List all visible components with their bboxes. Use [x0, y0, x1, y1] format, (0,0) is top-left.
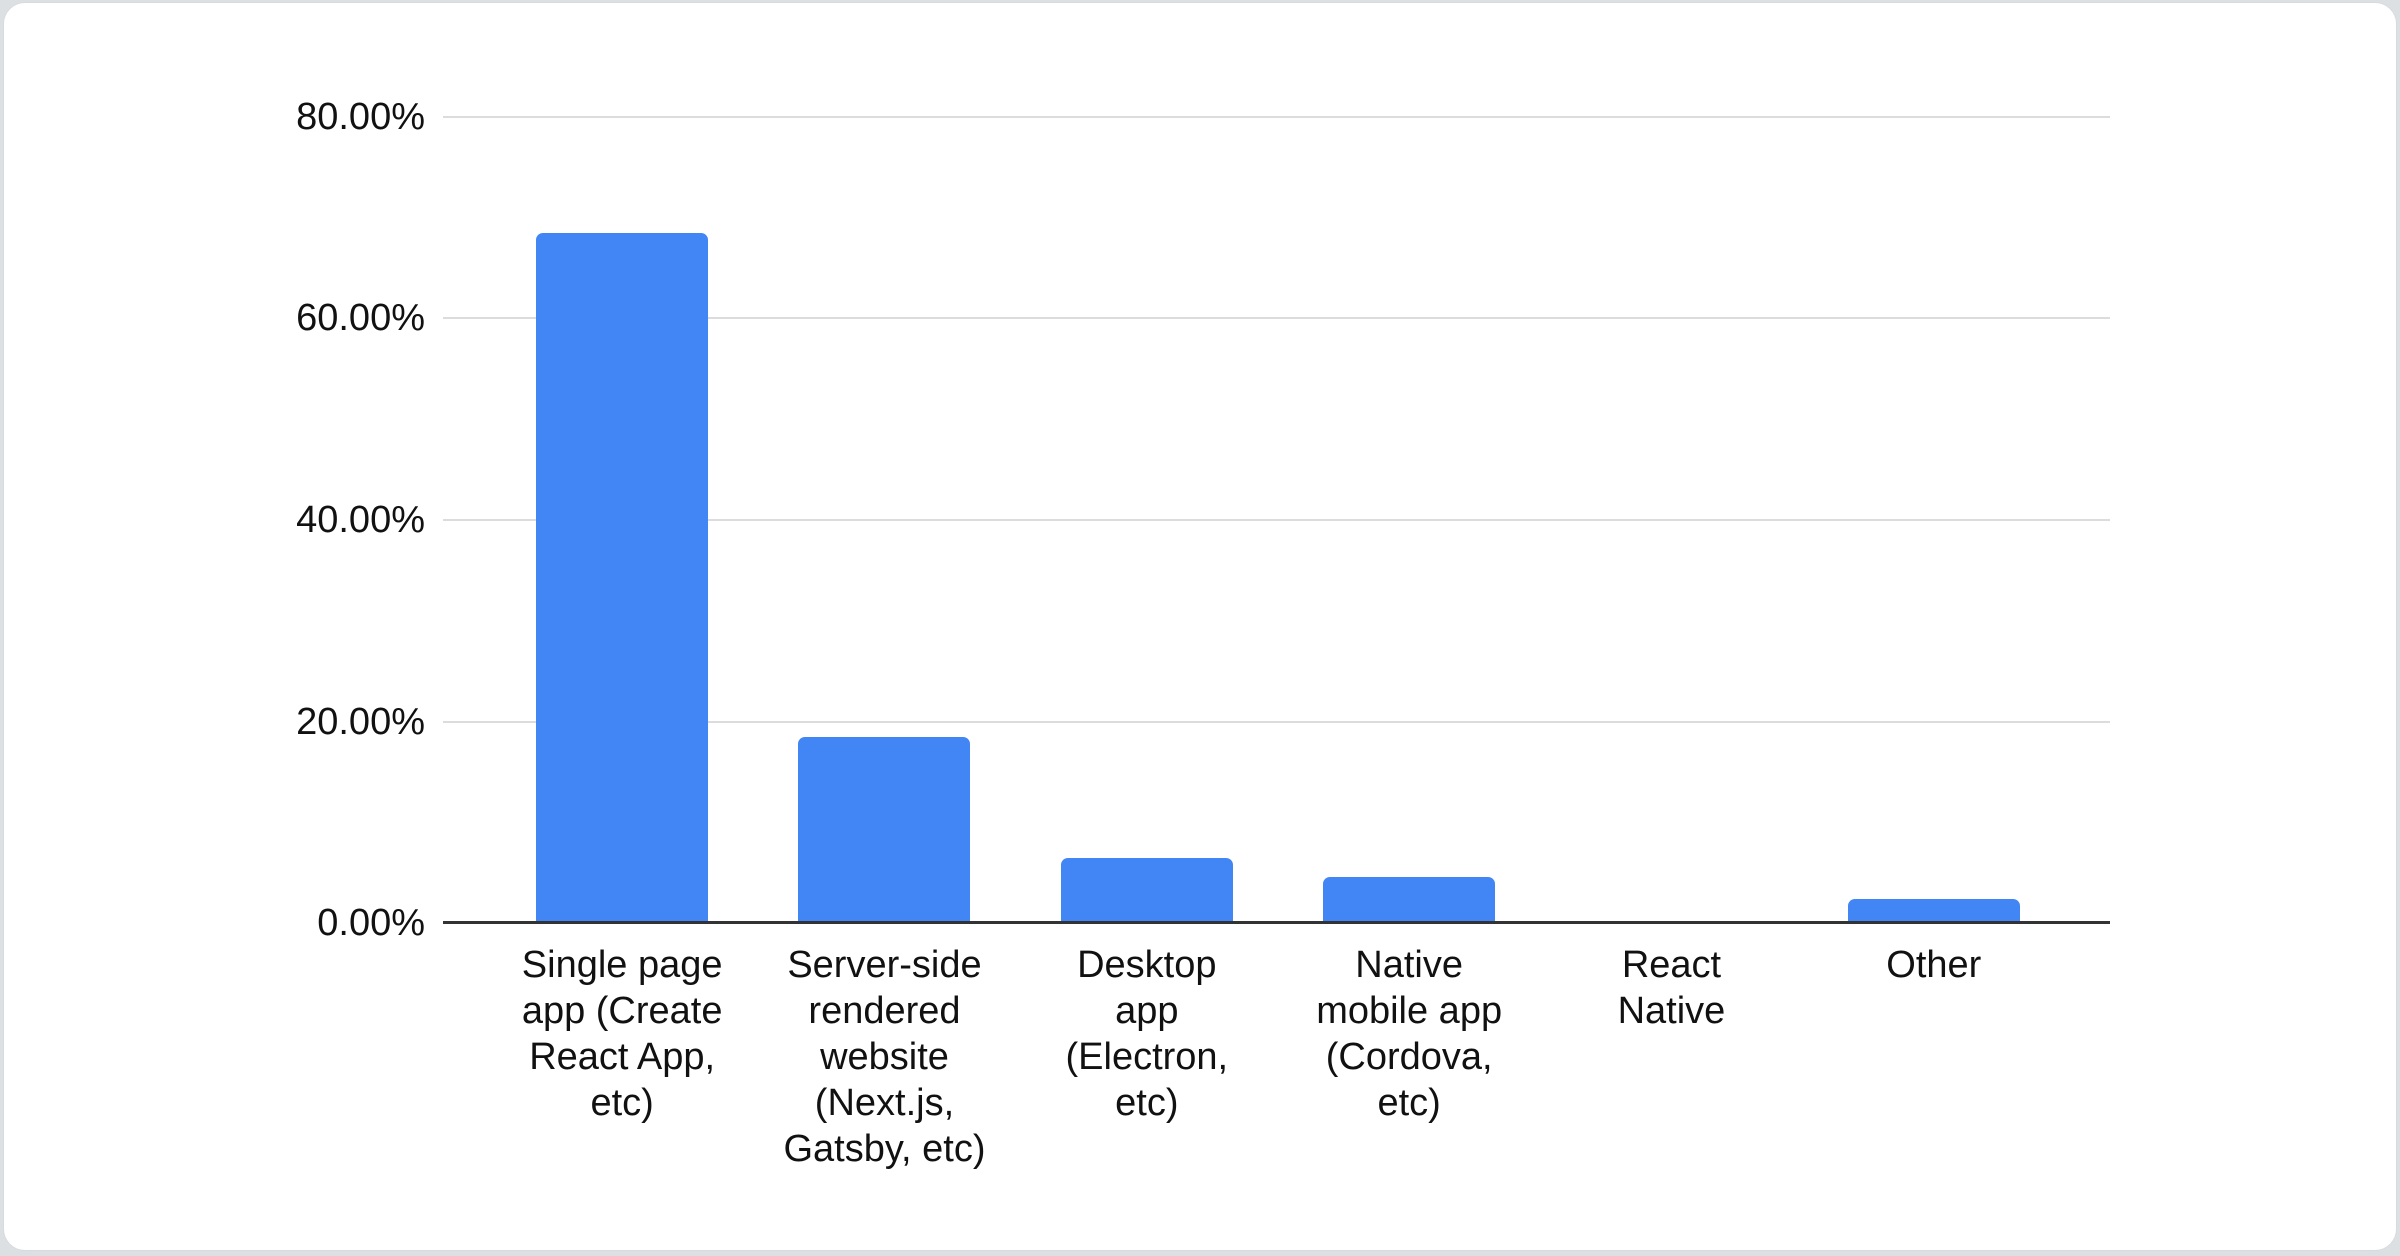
chart-card	[3, 2, 2397, 1251]
gridline	[443, 519, 2110, 521]
gridline	[443, 721, 2110, 723]
category-column: React Native	[1540, 942, 1802, 1172]
category-column: Single page app (Create React App, etc)	[491, 942, 753, 1172]
bar	[536, 232, 709, 923]
bar-column	[491, 232, 753, 923]
bar-column	[1016, 857, 1278, 923]
y-tick-label: 0.00%	[317, 902, 425, 944]
category-column: Desktop app (Electron, etc)	[1016, 942, 1278, 1172]
bar	[1323, 876, 1496, 923]
x-axis-labels: Single page app (Create React App, etc) …	[491, 942, 2065, 1172]
y-tick-label: 80.00%	[296, 96, 425, 138]
x-axis-line	[443, 921, 2110, 924]
category-column: Native mobile app (Cordova, etc)	[1278, 942, 1540, 1172]
y-tick-label: 20.00%	[296, 701, 425, 743]
category-label: Desktop app (Electron, etc)	[1065, 944, 1229, 1124]
bar	[1847, 898, 2020, 923]
category-label: Other	[1886, 944, 1982, 986]
gridline	[443, 317, 2110, 319]
y-tick-label: 40.00%	[296, 499, 425, 541]
category-label: Server-side rendered website (Next.js, G…	[783, 944, 986, 1170]
y-tick-label: 60.00%	[296, 297, 425, 339]
plot-area	[443, 116, 2110, 924]
bar-column	[753, 736, 1015, 923]
category-label: Native mobile app (Cordova, etc)	[1316, 944, 1503, 1124]
category-column: Other	[1803, 942, 2065, 1172]
bar-column	[1803, 898, 2065, 923]
bars-group	[491, 117, 2065, 923]
category-label: Single page app (Create React App, etc)	[521, 944, 723, 1124]
bar	[1060, 857, 1233, 923]
category-column: Server-side rendered website (Next.js, G…	[753, 942, 1015, 1172]
bar	[798, 736, 971, 923]
category-label: React Native	[1617, 944, 1726, 1032]
gridline	[443, 116, 2110, 118]
bar-column	[1278, 876, 1540, 923]
